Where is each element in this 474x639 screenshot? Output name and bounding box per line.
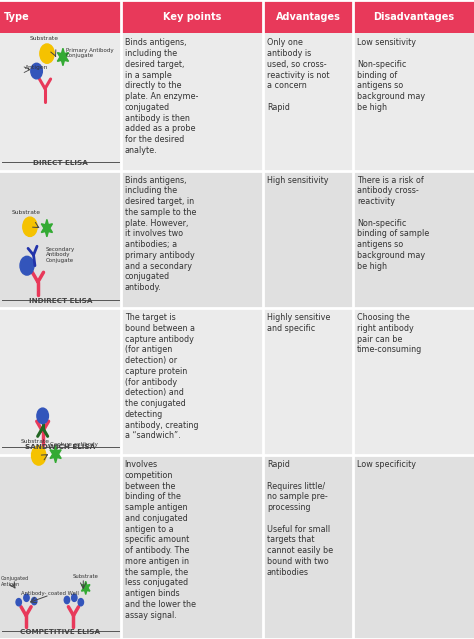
Circle shape	[24, 594, 29, 601]
Text: COMPETITIVE ELISA: COMPETITIVE ELISA	[20, 629, 100, 635]
Text: Primary Antibody
Conjugate: Primary Antibody Conjugate	[66, 48, 114, 58]
Text: The target is
bound between a
capture antibody
(for antigen
detection) or
captur: The target is bound between a capture an…	[125, 313, 198, 440]
Text: Substrate: Substrate	[73, 574, 99, 580]
Text: Substrate: Substrate	[20, 439, 49, 444]
Circle shape	[20, 256, 34, 275]
Text: Rapid

Requires little/
no sample pre-
processing

Useful for small
targets that: Rapid Requires little/ no sample pre- pr…	[267, 460, 333, 576]
Text: Capture antibody: Capture antibody	[50, 442, 98, 447]
Text: Key points: Key points	[163, 12, 221, 22]
Text: Antigen: Antigen	[25, 65, 48, 70]
Text: Only one
antibody is
used, so cross-
reactivity is not
a concern

Rapid: Only one antibody is used, so cross- rea…	[267, 38, 329, 112]
Circle shape	[23, 217, 37, 236]
Text: High sensitivity: High sensitivity	[267, 176, 328, 185]
Text: DIRECT ELISA: DIRECT ELISA	[33, 160, 88, 166]
Text: Advantages: Advantages	[276, 12, 340, 22]
Text: Substrate: Substrate	[29, 36, 58, 42]
Text: SANDWICH ELISA: SANDWICH ELISA	[25, 445, 96, 450]
Text: Conjugated
Antigen: Conjugated Antigen	[1, 576, 29, 587]
Text: Involves
competition
between the
binding of the
sample antigen
and conjugated
an: Involves competition between the binding…	[125, 460, 196, 620]
Polygon shape	[57, 48, 69, 66]
Bar	[0, 0, 121, 33]
Circle shape	[78, 599, 83, 606]
Text: Low sensitivity

Non-specific
binding of
antigens so
background may
be high: Low sensitivity Non-specific binding of …	[357, 38, 425, 112]
Polygon shape	[82, 581, 90, 594]
Circle shape	[64, 596, 70, 604]
Circle shape	[37, 408, 48, 424]
Text: Secondary
Antibody
Conjugate: Secondary Antibody Conjugate	[46, 247, 75, 263]
Circle shape	[16, 599, 21, 606]
Text: INDIRECT ELISA: INDIRECT ELISA	[29, 298, 92, 304]
Circle shape	[72, 594, 77, 601]
Circle shape	[40, 44, 54, 63]
Bar	[0, 171, 474, 308]
Text: Low specificity: Low specificity	[357, 460, 416, 469]
Polygon shape	[50, 445, 61, 463]
Text: Substrate: Substrate	[11, 210, 40, 215]
Text: Disadvantages: Disadvantages	[373, 12, 454, 22]
Text: Choosing the
right antibody
pair can be
time-consuming: Choosing the right antibody pair can be …	[357, 313, 422, 355]
Circle shape	[31, 63, 42, 79]
Text: Type: Type	[4, 12, 29, 22]
Bar	[353, 0, 474, 33]
Text: Antibody- coated Well: Antibody- coated Well	[21, 591, 79, 596]
Circle shape	[31, 446, 46, 465]
Text: Highly sensitive
and specific: Highly sensitive and specific	[267, 313, 330, 333]
Text: There is a risk of
antibody cross-
reactivity

Non-specific
binding of sample
an: There is a risk of antibody cross- react…	[357, 176, 429, 271]
Bar	[0, 455, 474, 639]
Bar	[0, 33, 474, 171]
Circle shape	[32, 597, 37, 604]
Bar	[121, 0, 263, 33]
Text: Binds antigens,
including the
desired target,
in a sample
directly to the
plate.: Binds antigens, including the desired ta…	[125, 38, 198, 155]
Bar	[263, 0, 353, 33]
Bar	[0, 308, 474, 455]
Polygon shape	[41, 219, 53, 237]
Text: Binds antigens,
including the
desired target, in
the sample to the
plate. Howeve: Binds antigens, including the desired ta…	[125, 176, 196, 292]
